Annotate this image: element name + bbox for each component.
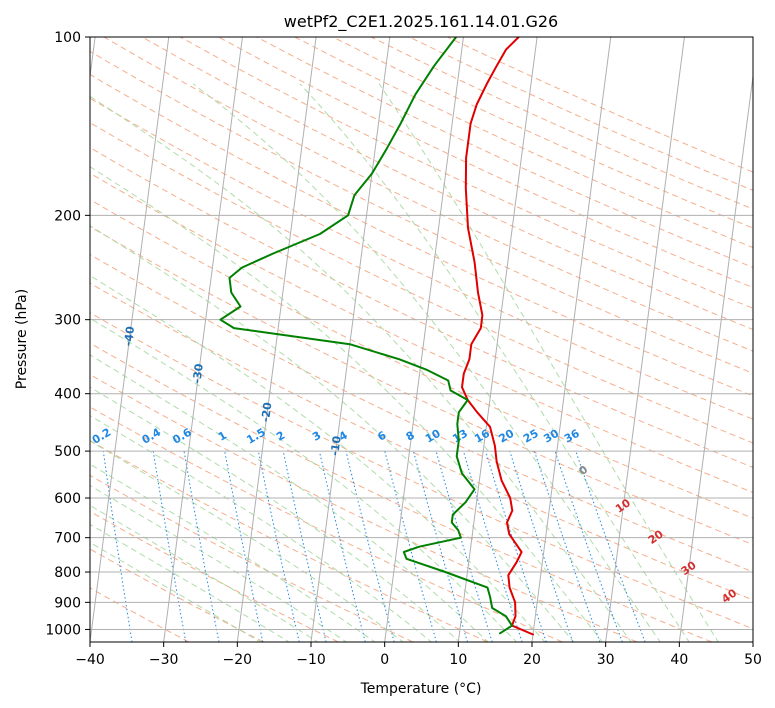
mixing-ratio-line [384, 450, 437, 642]
mixing-ratio-line [257, 451, 300, 642]
y-tick-label: 1000 [45, 622, 81, 638]
dry-adiabat [90, 198, 753, 519]
moist-adiabat [378, 83, 719, 642]
x-tick-label: −20 [223, 652, 253, 668]
dry-adiabat [90, 342, 712, 642]
x-tick-label: 50 [744, 652, 762, 668]
dry-adiabat [90, 226, 753, 546]
isotherm [384, 37, 464, 642]
moist-adiabat [90, 317, 518, 642]
mixing-ratio-line [534, 450, 601, 642]
dry-adiabat [90, 253, 753, 573]
dry-adiabat [90, 510, 339, 642]
dry-adiabat [218, 37, 753, 289]
x-tick-label: 0 [380, 652, 389, 668]
y-tick-label: 800 [54, 565, 81, 581]
y-tick-label: 400 [54, 387, 81, 403]
dry-adiabat [90, 548, 264, 642]
mixing-ratio-line [412, 450, 468, 642]
axes: −40 −30 −20 −10 0 10 20 30 40 50 100 200 300 400 500 60… [45, 30, 762, 668]
dry-adiabat [90, 122, 753, 444]
dry-adiabat [90, 312, 753, 630]
isotherm [678, 72, 753, 642]
isotherm-label: -10 [328, 435, 343, 457]
x-tick-label: −40 [75, 652, 105, 668]
dry-adiabat [90, 440, 488, 642]
dry-adiabat [90, 172, 753, 494]
isotherm [163, 37, 243, 642]
x-tick-label: 20 [523, 652, 541, 668]
dry-adiabat [90, 406, 563, 642]
profiles [219, 37, 534, 636]
dry-adiabat [103, 37, 753, 352]
isotherm [605, 37, 685, 642]
x-tick-label: −30 [149, 652, 179, 668]
isotherm-label: -40 [122, 325, 137, 347]
mixing-ratio-line [554, 450, 623, 642]
isotherm [457, 37, 538, 642]
y-tick-label: 700 [54, 531, 81, 547]
isotherm [310, 37, 391, 642]
mixing-ratio-line [509, 450, 574, 642]
dry-adiabat [180, 37, 753, 309]
isotherm [236, 37, 317, 642]
chart-title: wetPf2_C2E1.2025.161.14.01.G26 [284, 12, 558, 32]
x-tick-label: 30 [597, 652, 615, 668]
background-lines [90, 37, 753, 642]
x-tick-label: 10 [449, 652, 467, 668]
y-tick-label: 900 [54, 595, 81, 611]
mixing-ratio-line [575, 450, 646, 642]
isotherm [531, 37, 612, 642]
dry-adiabat [90, 97, 753, 420]
y-tick-label: 600 [54, 491, 81, 507]
moist-adiabat [90, 440, 404, 642]
moist-adiabat [192, 83, 661, 642]
x-tick-label: −10 [296, 652, 326, 668]
temperature-profile [461, 37, 534, 636]
mixing-ratio-line [282, 450, 327, 642]
moist-adiabat [299, 83, 690, 642]
y-tick-label: 100 [54, 30, 81, 46]
moist-adiabat [90, 415, 433, 642]
x-axis-label: Temperature (°C) [360, 681, 482, 697]
y-tick-label: 300 [54, 313, 81, 329]
dewpoint-profile [219, 37, 513, 635]
y-tick-label: 200 [54, 208, 81, 224]
y-axis-label: Pressure (hPa) [14, 289, 30, 389]
plot-frame [89, 36, 754, 643]
mixing-ratio-line [224, 451, 264, 642]
dry-adiabat [90, 282, 753, 601]
isotherm-label: -30 [190, 363, 205, 385]
isotherm [90, 37, 170, 642]
isotherm-label: -20 [259, 401, 274, 423]
y-tick-label: 500 [54, 444, 81, 460]
dry-adiabat [90, 50, 753, 374]
mixing-ratio-line [485, 450, 547, 642]
mixing-ratio-line [318, 450, 366, 642]
dry-adiabat [90, 373, 638, 642]
x-tick-label: 40 [670, 652, 688, 668]
mixing-ratio-line [435, 450, 493, 642]
